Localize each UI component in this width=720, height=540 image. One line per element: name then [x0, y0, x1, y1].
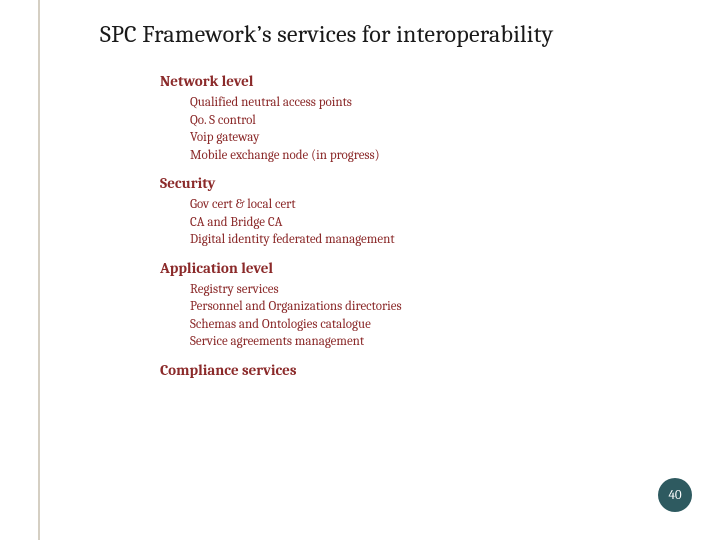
list-item: Voip gateway: [190, 129, 680, 147]
section-heading-security: Security: [160, 174, 680, 192]
list-item: Schemas and Ontologies catalogue: [190, 316, 680, 334]
section-heading-application: Application level: [160, 259, 680, 277]
list-item: CA and Bridge CA: [190, 214, 680, 232]
list-item: Personnel and Organizations directories: [190, 298, 680, 316]
left-accent-bar: [0, 0, 40, 540]
list-item: Qualified neutral access points: [190, 94, 680, 112]
list-item: Digital identity federated management: [190, 231, 680, 249]
section-heading-compliance: Compliance services: [160, 361, 680, 379]
page-number-badge: 40: [658, 478, 692, 512]
list-item: Service agreements management: [190, 333, 680, 351]
list-item: Registry services: [190, 281, 680, 299]
list-item: Gov cert & local cert: [190, 196, 680, 214]
slide-title: SPC Framework’s services for interoperab…: [100, 20, 680, 48]
list-item: Qo. S control: [190, 112, 680, 130]
section-items-network: Qualified neutral access points Qo. S co…: [190, 94, 680, 164]
section-items-application: Registry services Personnel and Organiza…: [190, 281, 680, 351]
slide-content: SPC Framework’s services for interoperab…: [40, 0, 720, 540]
section-heading-network: Network level: [160, 72, 680, 90]
list-item: Mobile exchange node (in progress): [190, 147, 680, 165]
section-items-security: Gov cert & local cert CA and Bridge CA D…: [190, 196, 680, 249]
